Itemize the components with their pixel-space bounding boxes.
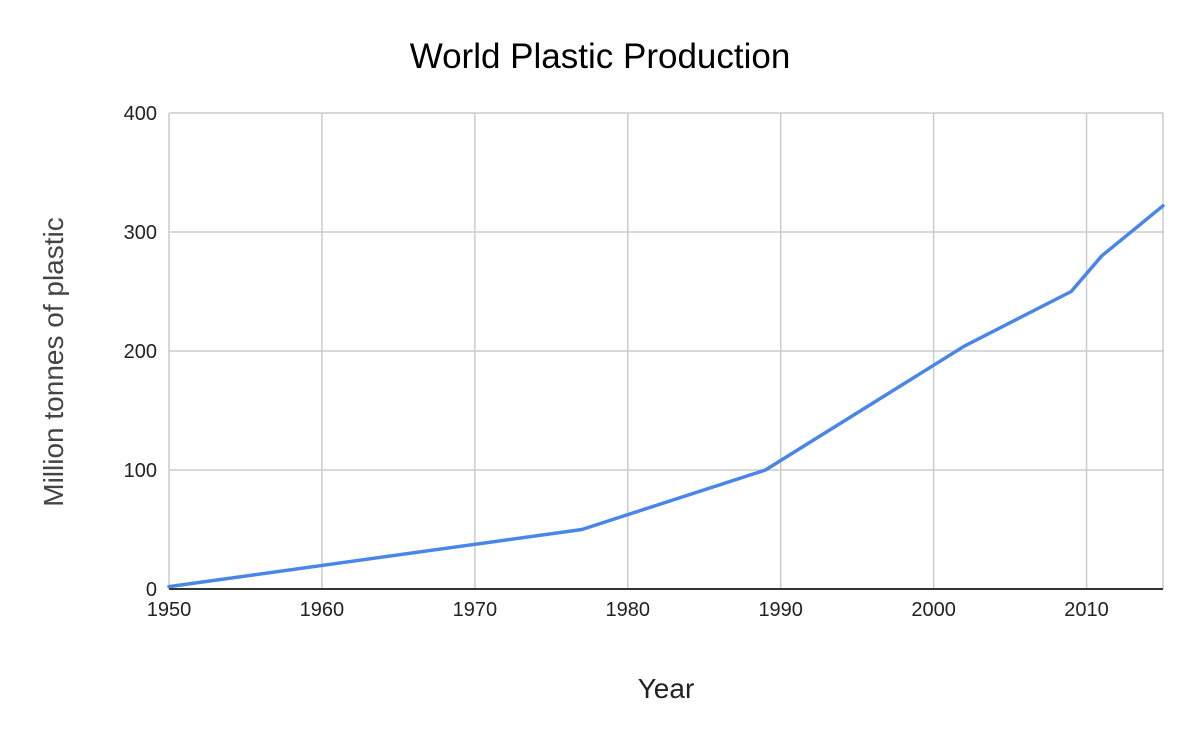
x-axis-ticks: 1950 1960 1970 1980 1990 2000 2010 [147, 599, 1109, 621]
grid-lines [168, 112, 1164, 589]
y-tick-label: 200 [124, 341, 157, 363]
data-line [167, 204, 1165, 589]
x-tick-label: 1960 [300, 599, 345, 621]
y-tick-label: 100 [124, 460, 157, 482]
x-tick-label: 1990 [758, 599, 803, 621]
chart-title: World Plastic Production [410, 37, 791, 76]
x-tick-label: 1950 [147, 599, 192, 621]
y-axis-ticks: 0 100 200 300 400 [124, 103, 157, 601]
y-tick-label: 400 [124, 103, 157, 125]
y-tick-label: 300 [124, 222, 157, 244]
x-tick-label: 2010 [1064, 599, 1109, 621]
y-axis-label: Million tonnes of plastic [38, 217, 69, 506]
x-tick-label: 1970 [453, 599, 498, 621]
x-tick-label: 1980 [606, 599, 651, 621]
x-axis-label: Year [638, 673, 695, 704]
y-tick-label: 0 [146, 579, 157, 601]
x-tick-label: 2000 [911, 599, 956, 621]
